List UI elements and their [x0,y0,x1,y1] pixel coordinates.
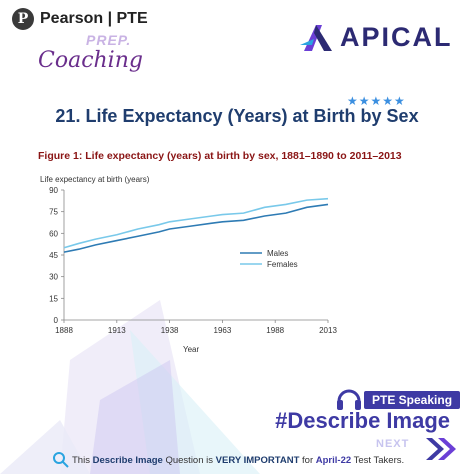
footer-describe: Describe Image [92,455,163,466]
life-expectancy-chart: Life expectancy at birth (years) 0 15 30 45… [40,175,337,354]
apical-brand-text: APICAL [340,22,453,52]
magnifier-icon [53,452,69,468]
y-tick-label: 15 [49,294,58,303]
page-title: 21. Life Expectancy (Years) at Birth by … [55,106,419,126]
chart-legend: Males Females [240,249,298,269]
next-label[interactable]: NEXT [376,438,410,450]
footer-for: for [299,455,316,466]
series-line-males [63,203,329,253]
prep-text: PREP. [86,32,132,48]
coaching-text: Coaching [38,48,143,73]
figure-caption: Figure 1: Life expectancy (years) at bir… [38,150,402,162]
x-tick-label: 1938 [161,326,179,335]
footer-suffix: Test Takers. [351,455,405,466]
series-line-females [63,197,329,249]
pearson-brand-text: Pearson | PTE [40,10,148,27]
x-tick-label: 1913 [108,326,126,335]
x-axis-label: Year [183,345,200,354]
describe-image-hashtag: #Describe Image [275,408,450,433]
legend-label-females: Females [267,260,298,269]
footer-prefix: This [72,455,93,466]
apical-logo: APICAL [300,22,453,53]
apical-logo-icon [300,24,332,51]
y-tick-label: 45 [49,251,58,260]
y-tick-label: 75 [49,208,58,217]
footer-month: April-22 [315,455,352,466]
pearson-logo: P Pearson | PTE [12,8,148,30]
x-tick-label: 1963 [214,326,232,335]
headset-icon [337,389,361,410]
footer-important: VERY IMPORTANT [215,455,300,466]
y-tick-label: 90 [49,186,58,195]
pte-speaking-badge: PTE Speaking [364,391,461,409]
x-tick-label: 2013 [319,326,337,335]
y-axis-label: Life expectancy at birth (years) [40,175,150,184]
legend-label-males: Males [267,249,288,258]
footer-mid: Question is [162,455,216,466]
pearson-logo-icon: P [12,8,34,30]
y-tick-label: 0 [54,316,59,325]
rating-stars: ★★★★★ [347,94,406,108]
footer-note: This Describe Image Question is VERY IMP… [72,455,404,466]
next-arrow-icon[interactable] [424,434,460,464]
y-tick-label: 60 [49,229,58,238]
x-tick-label: 1888 [55,326,73,335]
x-tick-label: 1988 [266,326,284,335]
y-tick-label: 30 [49,273,58,282]
